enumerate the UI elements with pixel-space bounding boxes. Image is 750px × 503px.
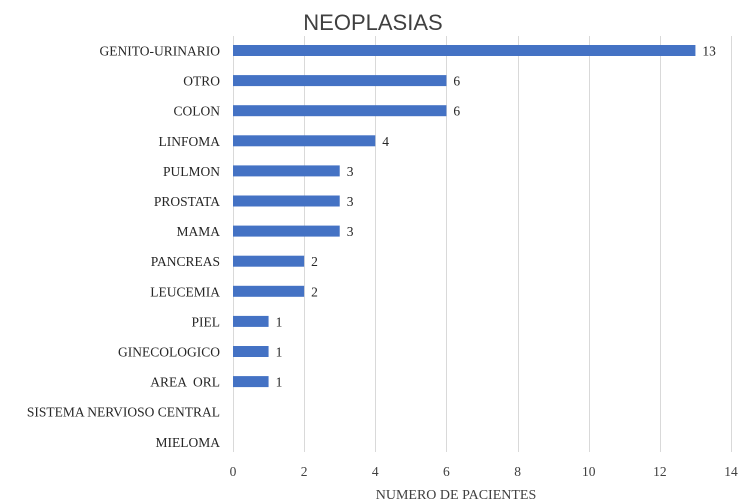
x-axis-title: NUMERO DE PACIENTES	[376, 488, 537, 503]
data-label-otro: 6	[453, 74, 460, 89]
x-tick-label-8: 8	[514, 464, 521, 479]
category-labels: GENITO-URINARIO OTRO COLON LINFOMA PULMON PRO…	[27, 44, 220, 450]
bar-pulmon	[233, 165, 340, 177]
data-label-pulmon: 3	[347, 164, 354, 179]
category-label-mieloma: MIELOMA	[156, 435, 221, 450]
data-label-colon: 6	[453, 104, 460, 119]
data-label-area-orl: 1	[276, 375, 283, 390]
x-tick-label-0: 0	[230, 464, 237, 479]
x-tick-label-2: 2	[301, 464, 308, 479]
category-label-otro: OTRO	[183, 74, 220, 89]
data-label-linfoma: 4	[382, 134, 389, 149]
chart-title: NEOPLASIAS	[303, 10, 442, 35]
bar-genito-urinario	[233, 45, 696, 56]
bar-mama	[233, 225, 340, 237]
data-label-ginecologico: 1	[276, 345, 283, 360]
bar-otro	[233, 75, 447, 87]
x-tick-label-12: 12	[653, 464, 667, 479]
bar-pancreas	[233, 255, 305, 267]
category-label-genito-urinario: GENITO-URINARIO	[100, 44, 221, 59]
category-label-piel: PIEL	[192, 314, 221, 329]
bar-colon	[233, 105, 447, 117]
bar-ginecologico	[233, 346, 269, 357]
bar-piel	[233, 315, 269, 327]
data-label-pancreas: 2	[311, 254, 318, 269]
x-tick-label-6: 6	[443, 464, 450, 479]
x-tick-label-4: 4	[372, 464, 379, 479]
data-label-piel: 1	[276, 314, 283, 329]
data-label-genito-urinario: 13	[702, 44, 716, 59]
category-label-sistema-nervioso-central: SISTEMA NERVIOSO CENTRAL	[27, 405, 220, 420]
bar-linfoma	[233, 135, 376, 147]
data-labels: 13 6 6 4 3 3 3 2 2 1 1 1	[276, 44, 717, 390]
category-label-leucemia: LEUCEMIA	[150, 284, 220, 299]
data-label-mama: 3	[347, 224, 354, 239]
category-label-area-orl: AREA ORL	[150, 375, 220, 390]
category-label-ginecologico: GINECOLOGICO	[118, 345, 220, 360]
category-label-pulmon: PULMON	[163, 164, 220, 179]
bar-area-orl	[233, 376, 269, 388]
x-tick-label-14: 14	[724, 464, 738, 479]
category-label-prostata: PROSTATA	[154, 194, 220, 209]
data-label-prostata: 3	[347, 194, 354, 209]
bars	[233, 45, 696, 388]
category-label-linfoma: LINFOMA	[158, 134, 220, 149]
gridlines	[233, 36, 732, 452]
x-tick-labels: 0 2 4 6 8 10 12 14	[230, 464, 738, 479]
bar-prostata	[233, 195, 340, 207]
data-label-leucemia: 2	[311, 284, 318, 299]
bar-leucemia	[233, 285, 305, 297]
category-label-colon: COLON	[174, 104, 221, 119]
category-label-mama: MAMA	[176, 224, 220, 239]
category-label-pancreas: PANCREAS	[151, 254, 220, 269]
x-tick-label-10: 10	[582, 464, 596, 479]
